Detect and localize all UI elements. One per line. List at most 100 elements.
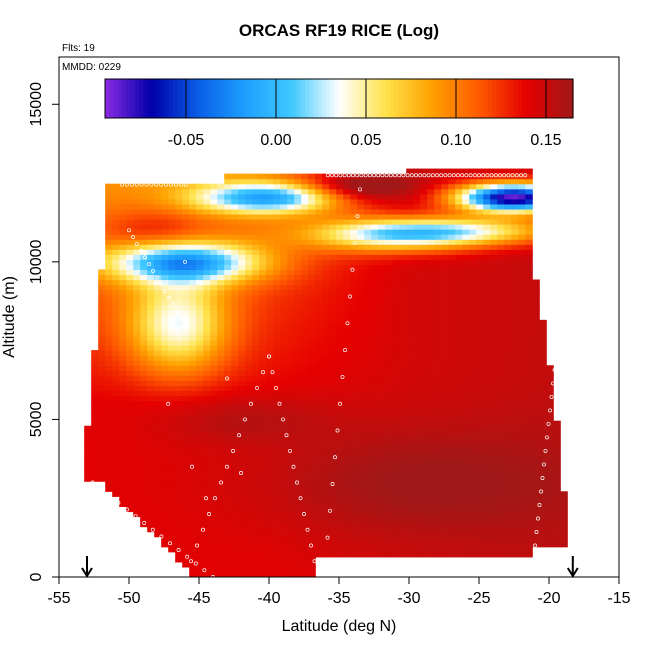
heatmap-cell — [308, 511, 316, 518]
heatmap-cell — [322, 299, 330, 306]
heatmap-cell — [420, 269, 428, 276]
heatmap-cell — [441, 340, 449, 346]
heatmap-cell — [294, 430, 302, 437]
heatmap-cell — [525, 400, 533, 407]
heatmap-cell — [385, 309, 393, 316]
heatmap-cell — [238, 556, 246, 563]
heatmap-cell — [252, 445, 260, 452]
heatmap-cell — [378, 501, 386, 507]
heatmap-cell — [224, 173, 232, 180]
heatmap-cell — [210, 410, 218, 417]
heatmap-cell — [427, 269, 435, 276]
heatmap-cell — [462, 476, 470, 482]
heatmap-cell — [196, 314, 204, 321]
sample-point — [489, 173, 494, 178]
heatmap-cell — [315, 380, 323, 386]
heatmap-cell — [161, 218, 169, 225]
heatmap-cell — [98, 380, 106, 386]
heatmap-cell — [126, 496, 134, 502]
heatmap-cell — [259, 345, 267, 351]
heatmap-cell — [329, 481, 337, 487]
heatmap-cell — [105, 380, 113, 386]
heatmap-cell — [532, 400, 540, 407]
heatmap-cell — [147, 319, 155, 326]
heatmap-cell — [420, 390, 428, 397]
sample-point — [154, 182, 159, 187]
heatmap-cell — [434, 516, 442, 523]
heatmap-cell — [189, 329, 197, 336]
heatmap-cell — [91, 375, 99, 381]
heatmap-cell — [112, 415, 120, 422]
heatmap-cell — [385, 249, 393, 255]
heatmap-cell — [385, 551, 393, 558]
heatmap-cell — [224, 274, 232, 281]
heatmap-cell — [364, 430, 372, 437]
heatmap-cell — [273, 259, 281, 265]
heatmap-cell — [273, 486, 281, 492]
heatmap-cell — [371, 521, 379, 528]
heatmap-cell — [322, 193, 330, 200]
heatmap-cell — [294, 350, 302, 356]
heatmap-cell — [413, 355, 421, 361]
heatmap-cell — [392, 274, 400, 281]
heatmap-cell — [259, 224, 267, 230]
heatmap-cell — [455, 304, 463, 311]
heatmap-cell — [413, 375, 421, 381]
heatmap-cell — [462, 365, 470, 371]
heatmap-cell — [154, 461, 162, 467]
heatmap-cell — [308, 173, 316, 180]
heatmap-cell — [154, 526, 162, 533]
heatmap-cell — [413, 536, 421, 543]
heatmap-cell — [245, 455, 253, 462]
heatmap-cell — [308, 193, 316, 200]
heatmap-cell — [105, 370, 113, 376]
heatmap-cell — [469, 188, 477, 195]
heatmap-cell — [455, 430, 463, 437]
sample-point — [363, 173, 368, 178]
heatmap-cell — [301, 324, 309, 331]
heatmap-cell — [357, 506, 365, 513]
heatmap-cell — [315, 279, 323, 286]
heatmap-cell — [434, 299, 442, 306]
heatmap-cell — [378, 445, 386, 452]
heatmap-cell — [280, 395, 288, 402]
heatmap-cell — [266, 521, 274, 528]
heatmap-cell — [441, 224, 449, 230]
heatmap-cell — [441, 430, 449, 437]
heatmap-cell — [217, 415, 225, 422]
heatmap-cell — [406, 213, 414, 220]
heatmap-cell — [476, 309, 484, 316]
heatmap-cell — [224, 375, 232, 381]
heatmap-cell — [329, 259, 337, 265]
heatmap-cell — [259, 229, 267, 235]
heatmap-cell — [140, 244, 148, 250]
heatmap-cell — [399, 455, 407, 462]
heatmap-cell — [455, 516, 463, 523]
heatmap-cell — [504, 420, 512, 427]
heatmap-cell — [511, 224, 519, 230]
heatmap-cell — [231, 420, 239, 427]
heatmap-cell — [399, 496, 407, 502]
heatmap-cell — [483, 435, 491, 442]
heatmap-cell — [420, 445, 428, 452]
heatmap-cell — [105, 405, 113, 412]
heatmap-cell — [546, 455, 554, 462]
heatmap-cell — [434, 259, 442, 265]
heatmap-cell — [119, 249, 127, 255]
heatmap-cell — [315, 203, 323, 210]
heatmap-cell — [294, 380, 302, 386]
heatmap-cell — [371, 229, 379, 235]
heatmap-cell — [469, 415, 477, 422]
heatmap-cell — [252, 360, 260, 366]
heatmap-cell — [301, 415, 309, 422]
heatmap-cell — [259, 289, 267, 296]
heatmap-cell — [462, 471, 470, 477]
sample-point — [439, 173, 444, 178]
heatmap-cell — [392, 324, 400, 331]
heatmap-cell — [371, 334, 379, 341]
heatmap-cell — [217, 329, 225, 336]
heatmap-cell — [189, 334, 197, 341]
heatmap-cell — [105, 329, 113, 336]
heatmap-cell — [343, 203, 351, 210]
heatmap-cell — [420, 183, 428, 190]
